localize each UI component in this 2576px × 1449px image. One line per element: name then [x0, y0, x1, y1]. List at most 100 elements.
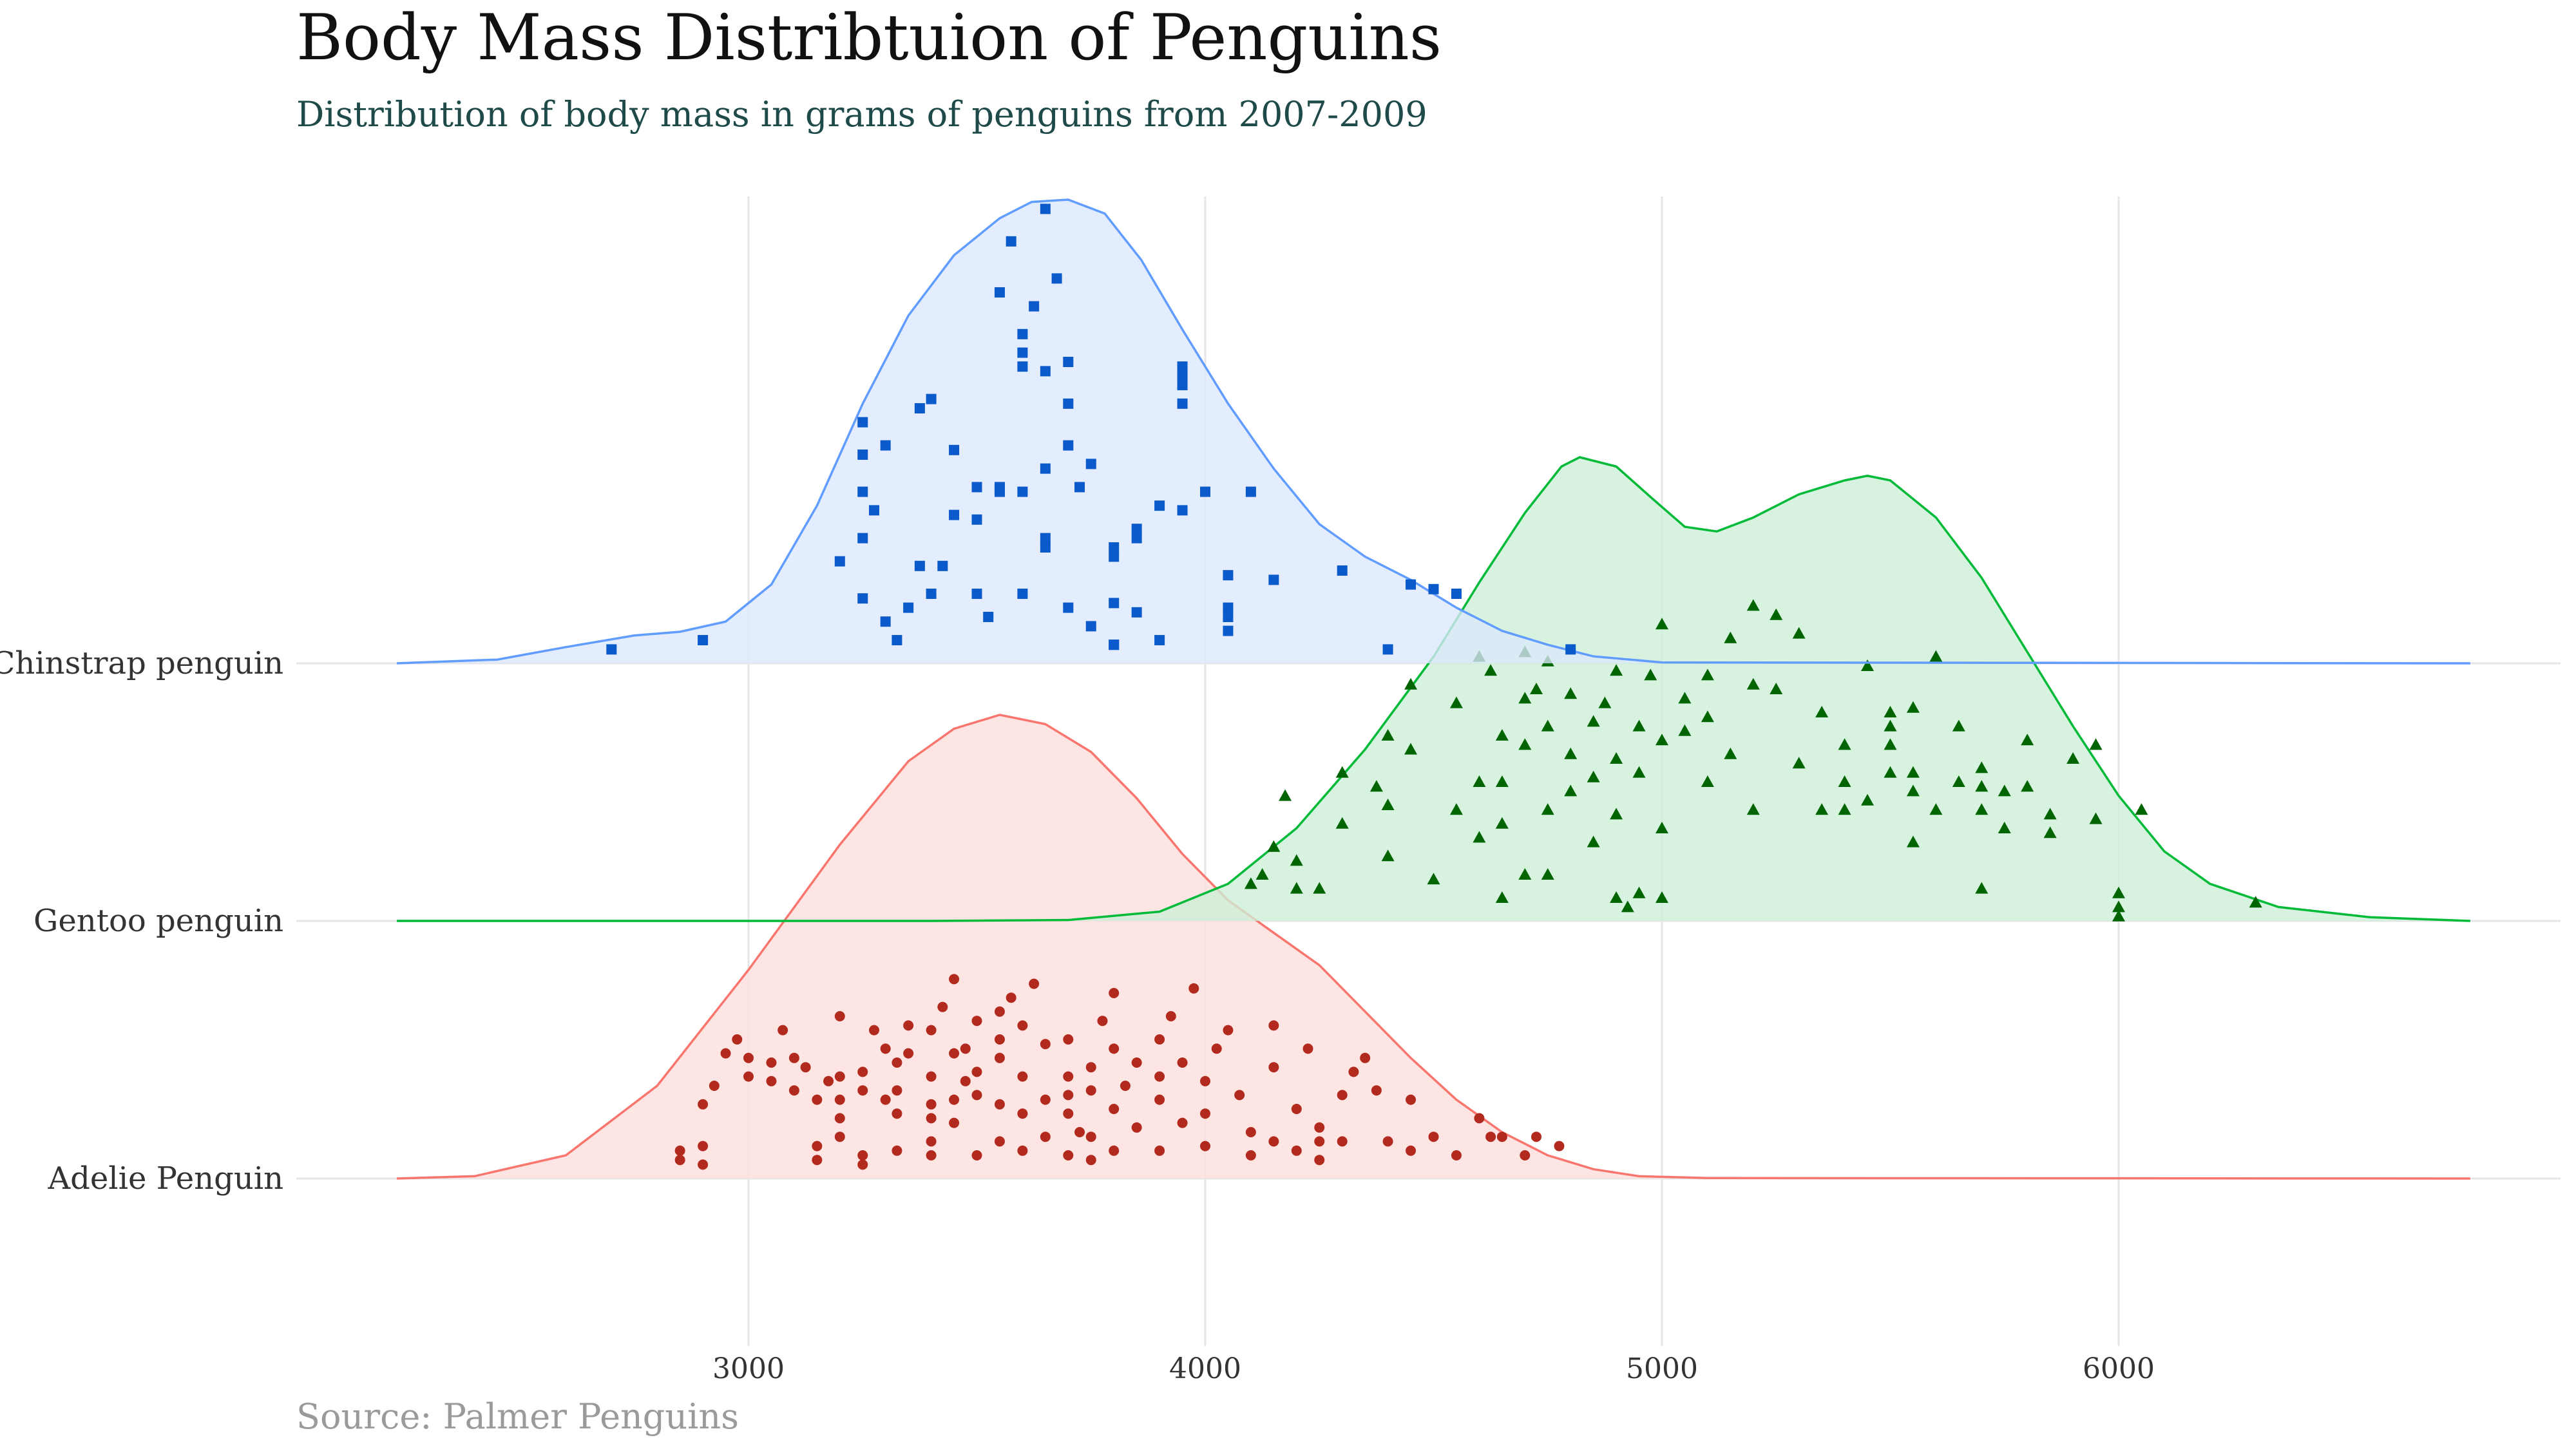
data-point [1314, 1122, 1325, 1133]
data-point [1268, 1136, 1279, 1147]
data-point [1371, 1085, 1382, 1096]
data-point [1406, 1094, 1417, 1105]
data-point [1906, 766, 1920, 778]
data-point [1223, 612, 1234, 622]
data-point [1085, 1062, 1096, 1073]
data-point [1085, 1132, 1096, 1142]
data-point [971, 1016, 982, 1027]
chart-subtitle: Distribution of body mass in grams of pe… [296, 94, 1427, 135]
data-point [1473, 831, 1486, 843]
data-point [1040, 542, 1051, 553]
data-point [994, 1006, 1005, 1017]
data-point [1337, 1090, 1348, 1101]
data-point [1223, 625, 1234, 636]
data-point [1406, 1145, 1417, 1156]
data-point [1449, 803, 1463, 815]
data-point [1381, 799, 1395, 810]
data-point [1131, 607, 1142, 618]
data-point [1382, 644, 1393, 655]
data-point [1530, 683, 1543, 694]
data-point [1017, 347, 1028, 358]
data-point [857, 450, 868, 460]
data-point [1906, 835, 1920, 848]
data-point [1952, 719, 1965, 732]
data-point [1495, 817, 1509, 829]
data-point [1131, 1122, 1142, 1133]
data-point [1952, 775, 1965, 787]
data-point [743, 1071, 754, 1082]
data-point [971, 482, 982, 493]
data-point [1006, 992, 1016, 1003]
data-point [1040, 366, 1051, 377]
data-point [1587, 770, 1600, 782]
data-point [1314, 1136, 1325, 1147]
data-point [1200, 1108, 1210, 1119]
data-point [892, 635, 902, 645]
data-point [1244, 877, 1257, 889]
data-point [1564, 747, 1578, 759]
data-point [1335, 817, 1349, 829]
data-point [1017, 328, 1028, 339]
data-point [1063, 1108, 1074, 1119]
data-point [1485, 1132, 1496, 1142]
data-point [1678, 692, 1692, 704]
data-point [1109, 598, 1120, 609]
data-point [1029, 978, 1040, 989]
data-point [1063, 602, 1074, 613]
data-point [880, 440, 891, 451]
data-point [1177, 380, 1188, 390]
data-point [857, 1150, 868, 1160]
data-point [1554, 1141, 1565, 1151]
data-point [1724, 631, 1737, 643]
data-point [1541, 719, 1554, 732]
plot-area: Adelie Penguin Gentoo penguin Chinstrap pe… [0, 196, 2561, 1385]
y-tick-label: Adelie Penguin [47, 1160, 283, 1197]
data-point [1255, 868, 1269, 880]
data-point [949, 1117, 960, 1128]
data-point [1314, 1155, 1325, 1166]
data-point [720, 1048, 731, 1059]
data-point [960, 1075, 971, 1086]
data-point [1017, 1020, 1028, 1031]
data-point [926, 589, 937, 599]
data-point [1268, 574, 1279, 585]
data-point [778, 1025, 788, 1036]
data-point [1770, 683, 1783, 694]
data-point [1746, 803, 1760, 815]
data-point [971, 1150, 982, 1160]
data-point [812, 1141, 823, 1151]
data-point [1074, 1127, 1085, 1137]
data-point [1290, 882, 1303, 894]
data-point [1621, 900, 1634, 913]
data-point [766, 1057, 777, 1068]
data-point [834, 1011, 845, 1021]
data-point [1564, 784, 1578, 797]
data-point [1348, 1066, 1359, 1077]
data-point [1838, 738, 1851, 750]
series-gentoo-penguin [397, 456, 2470, 922]
data-point [1029, 301, 1040, 312]
data-point [1428, 1132, 1439, 1142]
data-point [1701, 775, 1714, 787]
data-point [1518, 868, 1532, 880]
data-point [1746, 677, 1760, 690]
data-point [903, 1020, 914, 1031]
data-point [1131, 533, 1142, 544]
data-point [1610, 664, 1623, 676]
data-point [1131, 1057, 1142, 1068]
data-point [1302, 1043, 1313, 1054]
data-point [1154, 1145, 1165, 1156]
data-point [994, 482, 1005, 493]
data-point [1177, 370, 1188, 381]
data-point [812, 1094, 823, 1105]
data-point [1063, 398, 1074, 409]
data-point [1085, 621, 1096, 632]
data-point [1268, 1020, 1279, 1031]
data-point [2089, 738, 2103, 750]
data-point [1040, 204, 1051, 214]
data-point [880, 1094, 891, 1105]
data-point [868, 505, 879, 516]
data-point [1451, 589, 1462, 599]
data-point [1495, 775, 1509, 787]
data-point [1975, 803, 1989, 815]
